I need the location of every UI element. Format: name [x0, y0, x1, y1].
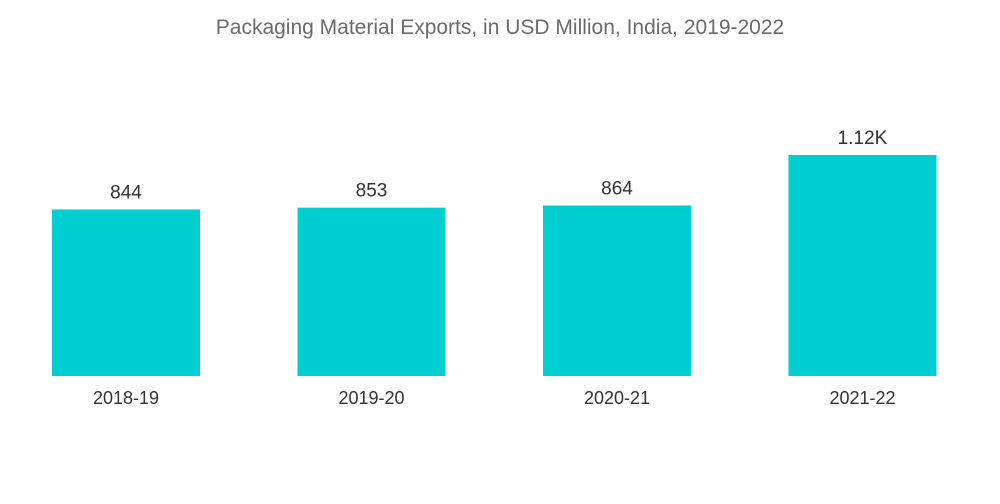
- data-label-2020-21: 864: [601, 179, 633, 200]
- data-label-2019-20: 853: [356, 181, 388, 202]
- bar-2018-19: [52, 209, 200, 376]
- bar-2020-21: [543, 205, 691, 376]
- chart-title: Packaging Material Exports, in USD Milli…: [215, 16, 785, 39]
- bar-2021-22: [788, 155, 937, 376]
- data-label-2018-19: 844: [110, 182, 142, 203]
- x-tick-label-2021-22: 2021-22: [829, 388, 895, 408]
- data-label-2021-22: 1.12K: [838, 128, 888, 149]
- bar-2019-20: [297, 207, 446, 376]
- x-tick-label-2019-20: 2019-20: [338, 388, 404, 408]
- x-tick-label-2020-21: 2020-21: [584, 388, 650, 408]
- x-tick-label-2018-19: 2018-19: [93, 388, 159, 408]
